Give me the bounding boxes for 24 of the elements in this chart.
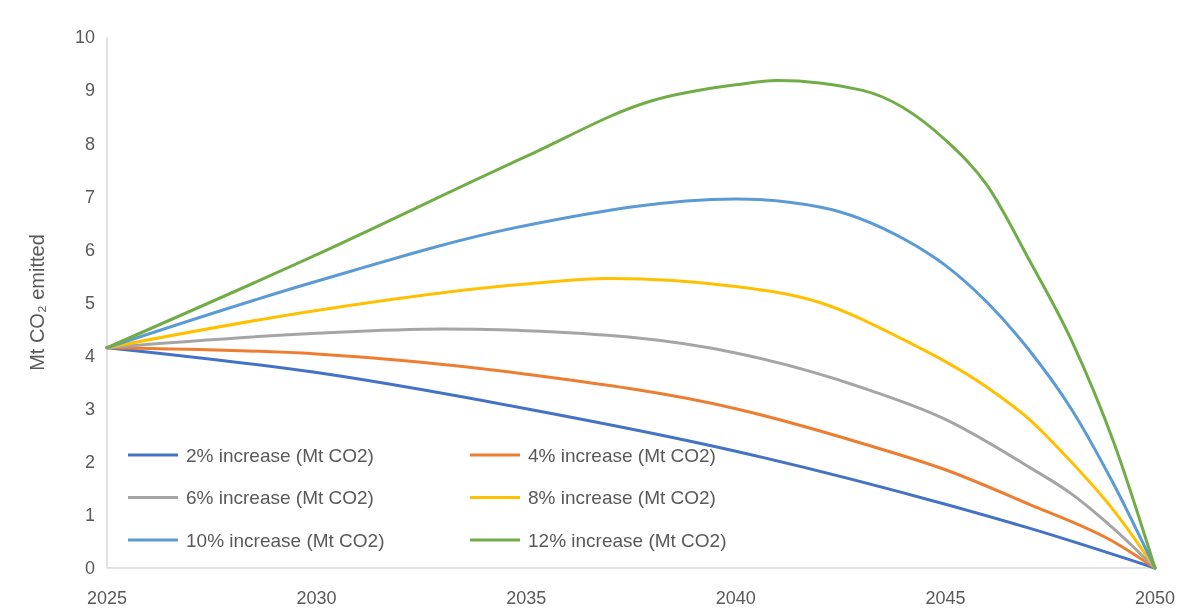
x-tick-label: 2025 (86, 588, 128, 608)
y-tick-label: 1 (84, 505, 95, 526)
legend-label: 8% increase (Mt CO2) (528, 487, 716, 509)
x-tick-label: 2045 (925, 588, 966, 608)
legend-label: 2% increase (Mt CO2) (186, 444, 374, 466)
y-tick-label: 10 (74, 27, 95, 48)
x-tick-label: 2040 (715, 588, 756, 608)
x-tick-label: 2030 (296, 588, 337, 608)
x-tick-label: 2035 (506, 588, 547, 608)
y-tick-label: 2 (84, 452, 95, 473)
legend-label: 4% increase (Mt CO2) (528, 444, 716, 466)
y-tick-label: 7 (84, 186, 95, 207)
y-tick-label: 0 (84, 558, 95, 579)
y-tick-label: 8 (84, 133, 95, 154)
legend-label: 6% increase (Mt CO2) (186, 487, 374, 509)
legend-label: 12% increase (Mt CO2) (528, 529, 727, 551)
y-tick-label: 3 (84, 399, 95, 419)
y-axis-title: Mt CO₂ emitted (26, 234, 48, 371)
y-tick-label: 4 (84, 345, 95, 366)
y-tick-label: 9 (84, 80, 95, 101)
x-tick-label: 2050 (1134, 588, 1176, 608)
y-tick-label: 6 (84, 239, 95, 260)
legend-label: 10% increase (Mt CO2) (186, 529, 385, 551)
y-tick-label: 5 (84, 292, 95, 313)
